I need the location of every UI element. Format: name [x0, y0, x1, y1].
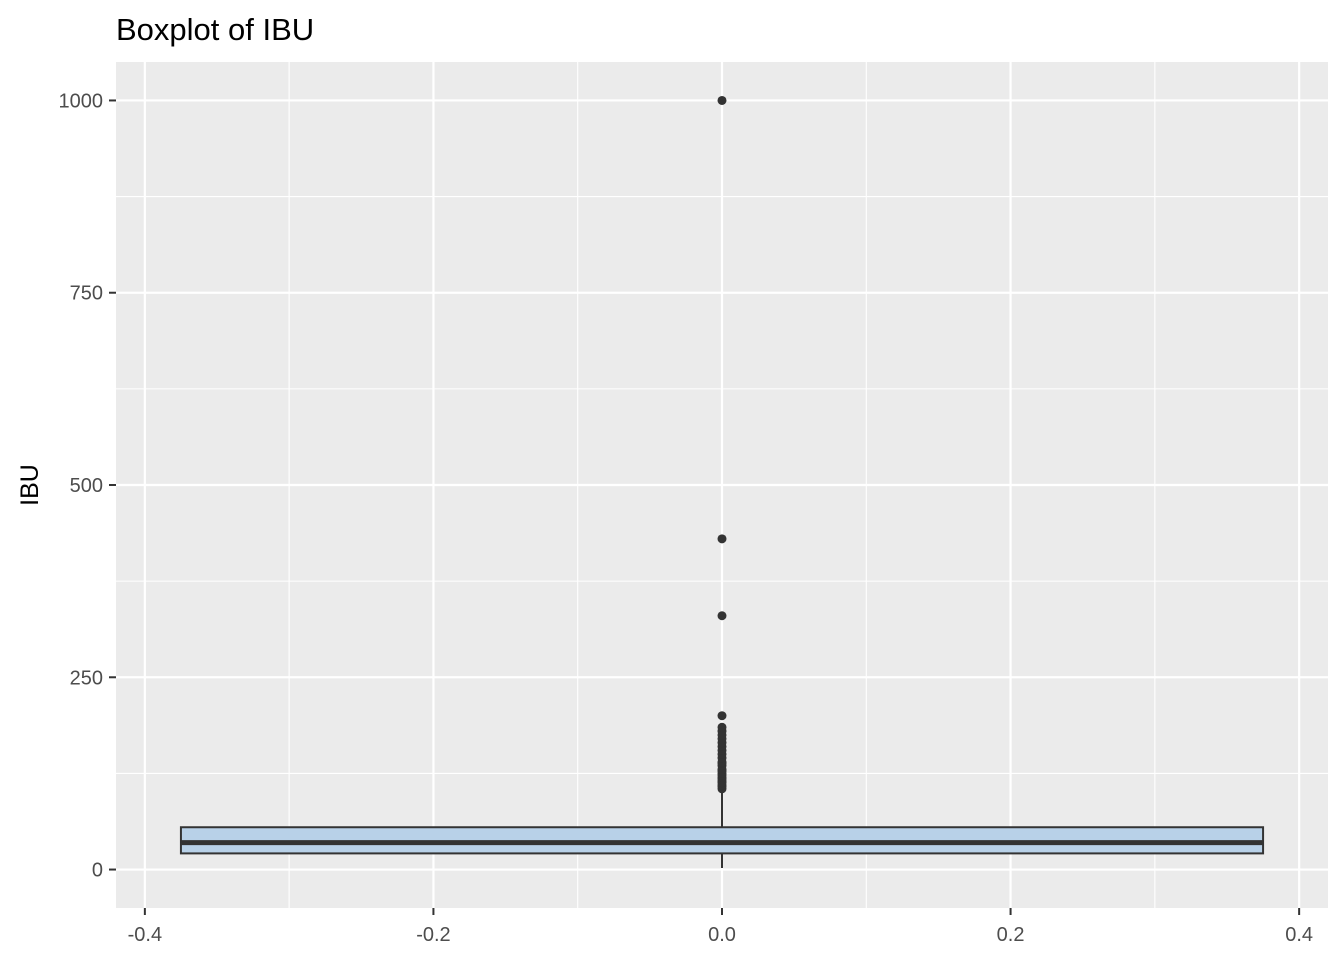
y-axis: 0 250 500 750 1000: [59, 90, 116, 882]
y-tick-label: 250: [70, 667, 103, 689]
y-tick-label: 0: [92, 860, 103, 882]
outlier-point: [717, 722, 727, 732]
x-tick-label: 0.0: [708, 924, 736, 946]
outlier-point: [717, 534, 727, 544]
outlier-point: [717, 711, 727, 721]
x-axis: -0.4 -0.2 0.0 0.2 0.4: [128, 908, 1313, 946]
outlier-point: [717, 611, 727, 621]
y-axis-label: IBU: [16, 464, 44, 506]
x-tick-label: -0.2: [416, 924, 450, 946]
y-tick-label: 500: [70, 475, 103, 497]
x-tick-label: -0.4: [128, 924, 162, 946]
outlier-point: [717, 95, 727, 105]
y-tick-label: 750: [70, 283, 103, 305]
chart-title: Boxplot of IBU: [116, 12, 314, 47]
x-tick-label: 0.4: [1285, 924, 1313, 946]
y-tick-label: 1000: [59, 90, 104, 112]
outlier-points: [717, 95, 727, 794]
x-tick-label: 0.2: [997, 924, 1025, 946]
box-layer: [179, 790, 1265, 869]
